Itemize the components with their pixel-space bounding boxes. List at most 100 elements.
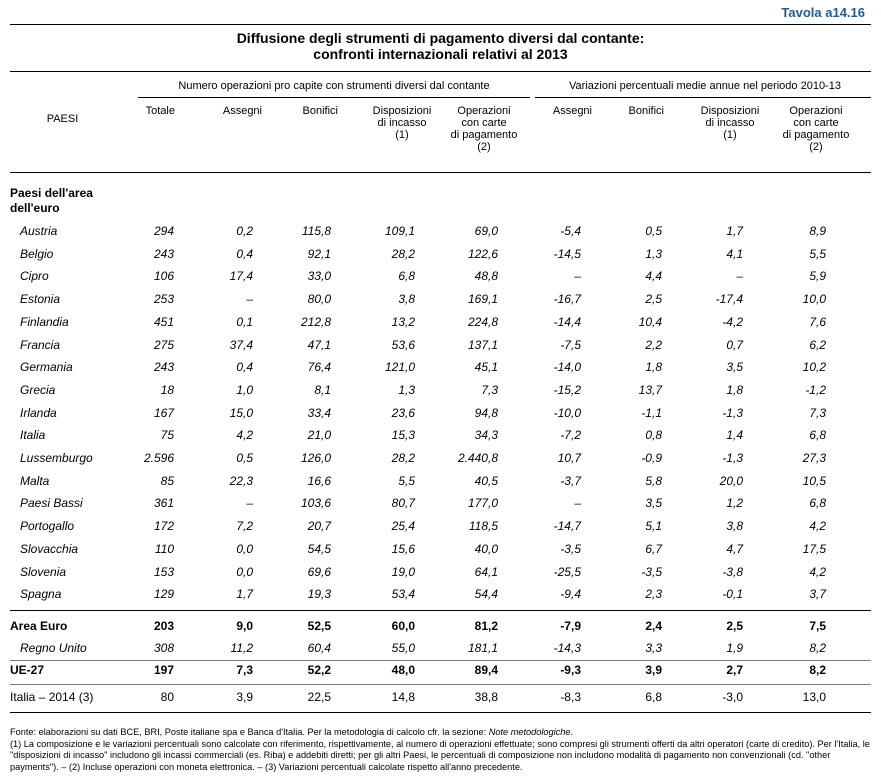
table-cell: 1,8	[726, 382, 743, 397]
table-row: Estonia 253 – 80,0 3,8 169,1 -16,7 2,5 -17,4 10,0	[0, 292, 881, 314]
table-cell: 7,5	[809, 619, 826, 633]
table-cell: 8,9	[809, 224, 826, 238]
table-cell: 40,5	[474, 473, 498, 488]
table-cell: 10,2	[802, 360, 826, 375]
table-cell: 253	[153, 292, 174, 307]
table-cell: 4,7	[726, 541, 743, 556]
table-cell: 2.596	[143, 451, 174, 465]
table-cell: 3,8	[398, 292, 415, 307]
table-cell: 4,2	[809, 519, 826, 534]
table-cell: -7,5	[560, 337, 581, 352]
table-cell: 14,8	[391, 690, 415, 704]
table-cell: -15,2	[553, 382, 581, 397]
table-cell: 1,7	[236, 587, 253, 602]
table-cell: -3,5	[641, 564, 662, 579]
table-cell: -3,7	[560, 473, 581, 488]
table-cell: -0,9	[641, 451, 662, 465]
table-cell: 2,5	[726, 619, 743, 633]
table-cell: 27,3	[802, 451, 826, 465]
table-cell: 110	[154, 541, 174, 556]
table-cell: -14,3	[553, 641, 581, 655]
table-cell: 2.440,8	[457, 451, 498, 465]
table-cell: 212,8	[300, 314, 331, 329]
table-cell: 76,4	[307, 360, 331, 375]
table-cell: 153	[153, 564, 174, 579]
table-cell: 28,2	[391, 451, 415, 465]
table-row: Slovacchia 110 0,0 54,5 15,6 40,0 -3,5 6,7 4,7 17…	[0, 542, 881, 564]
table-cell: -1,3	[722, 405, 743, 420]
table-cell: 34,3	[474, 428, 498, 443]
table-cell: 294	[153, 224, 174, 238]
title-rule	[10, 71, 871, 72]
table-cell: 0,5	[236, 451, 253, 465]
row-country-name: Lussemburgo	[20, 451, 93, 465]
table-cell: -3,8	[722, 564, 743, 579]
section-label: Paesi dell'area dell'euro	[10, 186, 93, 215]
table-cell: -3,5	[560, 541, 581, 556]
table-cell: 54,5	[307, 541, 331, 556]
table-row: Regno Unito 308 11,2 60,4 55,0 181,1 -14,3 3,3 1…	[0, 641, 881, 663]
table-cell: 5,9	[809, 269, 826, 284]
table-cell: 5,1	[645, 519, 662, 534]
table-cell: 308	[153, 641, 174, 655]
row-country-name: Germania	[20, 360, 73, 375]
table-cell: 47,1	[307, 337, 331, 352]
table-cell: 53,6	[391, 337, 415, 352]
table-cell: 6,8	[398, 269, 415, 284]
group-rule-numero	[138, 97, 530, 98]
table-cell: 3,5	[645, 496, 662, 511]
table-cell: -7,2	[560, 428, 581, 443]
table-cell: 5,8	[645, 473, 662, 488]
table-cell: 6,8	[645, 690, 662, 704]
table-cell: 3,9	[236, 690, 253, 704]
table-cell: 5,5	[809, 246, 826, 261]
table-cell: 7,3	[236, 663, 253, 677]
table-cell: 10,7	[557, 451, 581, 465]
table-cell: 0,0	[236, 564, 253, 579]
header-disposizioni: Disposizioni di incasso (1)	[372, 105, 432, 141]
row-country-name: Estonia	[20, 292, 61, 307]
table-cell: 60,4	[307, 641, 331, 655]
table-cell: 60,0	[391, 619, 415, 633]
table-cell: 7,2	[236, 519, 253, 534]
table-row: Austria 294 0,2 115,8 109,1 69,0 -5,4 0,5 1,7 8,9	[0, 224, 881, 246]
table-cell: 0,2	[236, 224, 253, 238]
table-cell: 177,0	[467, 496, 498, 511]
table-cell: -14,7	[553, 519, 581, 534]
table-cell: 243	[153, 360, 174, 375]
table-cell: 109,1	[384, 224, 415, 238]
table-cell: 0,4	[236, 246, 253, 261]
table-cell: 33,4	[307, 405, 331, 420]
row-country-name: Paesi Bassi	[20, 496, 83, 511]
table-cell: 55,0	[391, 641, 415, 655]
table-row: Belgio 243 0,4 92,1 28,2 122,6 -14,5 1,3 4,1 5,5	[0, 247, 881, 269]
table-cell: 7,3	[481, 382, 498, 397]
table-cell: 224,8	[467, 314, 498, 329]
table-cell: 53,4	[391, 587, 415, 602]
row-separator	[10, 712, 871, 713]
table-cell: 40,0	[474, 541, 498, 556]
table-cell: 13,7	[638, 382, 662, 397]
table-cell: 137,1	[467, 337, 498, 352]
table-cell: 0,7	[726, 337, 743, 352]
table-cell: 0,1	[236, 314, 253, 329]
header-var-disposizioni: Disposizioni di incasso (1)	[700, 105, 760, 141]
table-cell: 1,2	[726, 496, 743, 511]
table-cell: -14,4	[553, 314, 581, 329]
table-cell: 1,7	[726, 224, 743, 238]
row-country-name: Portogallo	[20, 519, 75, 534]
table-cell: 80,7	[391, 496, 415, 511]
table-cell: 52,5	[307, 619, 331, 633]
table-cell: 2,4	[645, 619, 662, 633]
table-cell: 172	[153, 519, 174, 534]
table-cell: 19,0	[391, 564, 415, 579]
header-var-operazioni: Operazioni con carte di pagamento (2)	[782, 105, 850, 153]
header-var-bonifici: Bonifici	[628, 105, 664, 117]
table-row: Cipro 106 17,4 33,0 6,8 48,8 – 4,4 – 5,9	[0, 269, 881, 291]
table-cell: -3,0	[722, 690, 743, 704]
row-country-name: Grecia	[20, 382, 56, 397]
table-cell: 6,8	[809, 428, 826, 443]
table-cell: 1,8	[645, 360, 662, 375]
table-cell: 10,4	[638, 314, 662, 329]
table-row: UE-27 197 7,3 52,2 48,0 89,4 -9,3 3,9 2,7 8,2	[0, 663, 881, 685]
